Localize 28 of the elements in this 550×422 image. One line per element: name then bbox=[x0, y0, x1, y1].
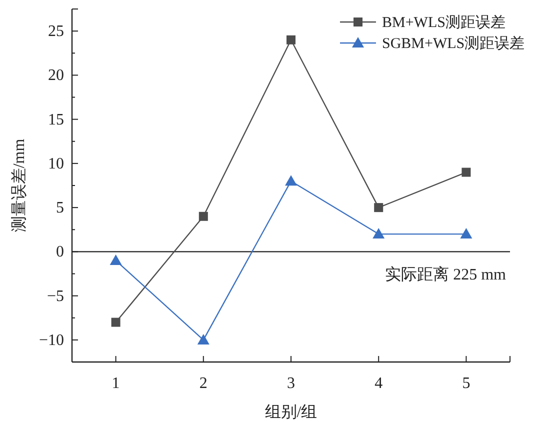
y-axis-title: 测量误差/mm bbox=[10, 138, 28, 232]
legend-label: SGBM+WLS测距误差 bbox=[382, 35, 525, 52]
y-tick-label: 0 bbox=[56, 244, 64, 261]
y-tick-label: 20 bbox=[48, 67, 64, 84]
point bbox=[285, 175, 297, 186]
point bbox=[462, 168, 471, 177]
y-tick-label: −10 bbox=[38, 332, 64, 349]
x-tick-label: 2 bbox=[199, 375, 208, 392]
point bbox=[198, 212, 208, 221]
x-axis-title: 组别/组 bbox=[264, 404, 318, 421]
point bbox=[197, 334, 210, 344]
point bbox=[286, 35, 296, 44]
point bbox=[110, 254, 122, 266]
point bbox=[111, 318, 120, 327]
x-tick-label: 5 bbox=[462, 375, 470, 392]
point bbox=[374, 203, 384, 212]
y-tick-label: 10 bbox=[48, 155, 64, 172]
y-tick-label: −5 bbox=[46, 288, 64, 305]
y-tick-label: 5 bbox=[56, 200, 64, 217]
y-tick-label: 25 bbox=[48, 23, 64, 40]
y-tick-label: 15 bbox=[48, 111, 64, 128]
x-tick-label: 4 bbox=[374, 375, 383, 392]
x-tick-label: 3 bbox=[287, 375, 295, 392]
ref-line-label: 实际距离 225 mm bbox=[385, 266, 507, 284]
x-tick-label: 1 bbox=[112, 375, 120, 392]
legend-label: BM+WLS测距误差 bbox=[382, 14, 506, 31]
point bbox=[460, 228, 472, 239]
point bbox=[372, 228, 385, 239]
